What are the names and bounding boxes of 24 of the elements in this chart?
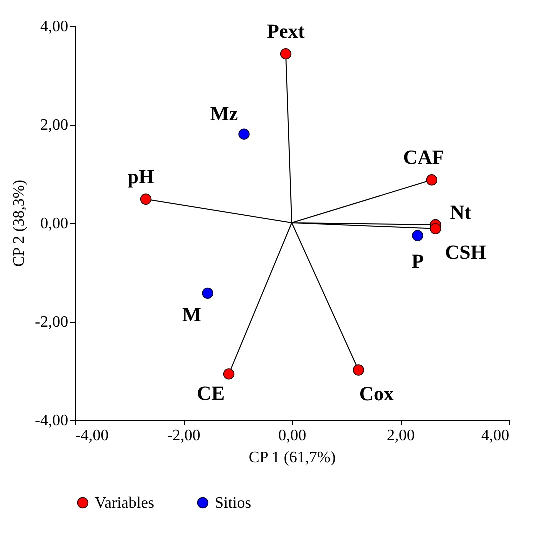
- x-axis-title: CP 1 (61,7%): [249, 450, 336, 466]
- annotation: CAF: [403, 147, 445, 170]
- legend-label: Variables: [95, 495, 155, 512]
- y-tick-label: -2,00: [35, 314, 68, 331]
- x-tick-label: 4,00: [482, 428, 510, 444]
- y-tick-label: 4,00: [40, 18, 68, 36]
- legend-label: Sitios: [215, 495, 252, 512]
- annotation: M: [182, 304, 202, 326]
- annotation: P: [412, 250, 424, 273]
- y-tick-label: 2,00: [40, 117, 68, 134]
- x-tick-label: 0,00: [278, 428, 306, 444]
- annotation: pH: [128, 166, 155, 188]
- x-tick-label: -4,00: [76, 428, 109, 444]
- y-tick-label: -4,00: [35, 412, 68, 430]
- y-tick-label: 0,00: [40, 216, 68, 232]
- annotation: CE: [197, 383, 225, 406]
- annotation: Cox: [360, 383, 394, 406]
- annotation: Pext: [267, 21, 306, 44]
- annotation: CSH: [445, 242, 487, 264]
- annotation: Mz: [210, 103, 238, 126]
- x-tick-label: -2,00: [167, 428, 201, 444]
- y-axis-title: CP 2 (38,3%): [11, 180, 28, 267]
- annotation: Nt: [450, 202, 472, 224]
- x-tick-label: 2,00: [387, 428, 415, 444]
